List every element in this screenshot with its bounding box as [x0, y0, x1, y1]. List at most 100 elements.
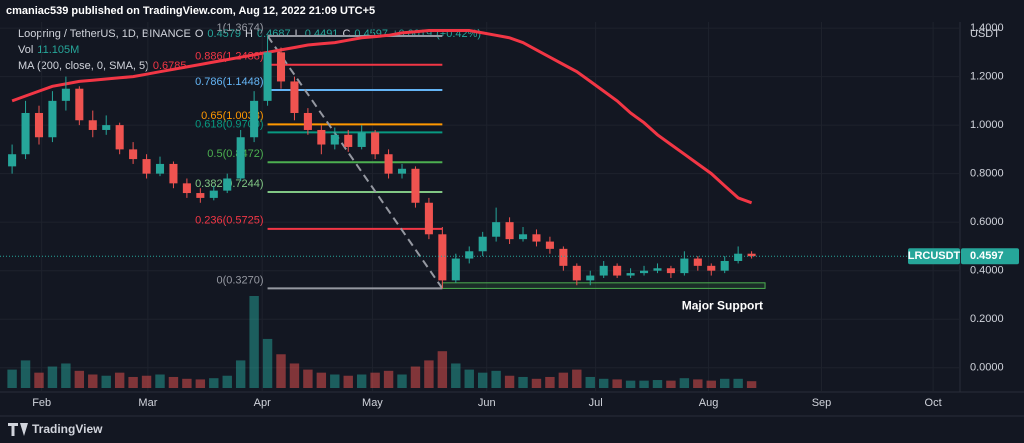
candle-body	[666, 268, 675, 274]
candle-body	[411, 168, 420, 203]
volume-bar	[464, 369, 474, 388]
x-tick-label: May	[362, 397, 383, 409]
volume-bar	[7, 369, 17, 388]
volume-bar	[195, 379, 206, 388]
symbol: Loopring / TetherUS, 1D, BINANCE	[18, 28, 191, 40]
volume-bar	[356, 374, 367, 388]
volume-bar	[477, 372, 488, 388]
y-tick-label: 1.0000	[970, 119, 1004, 131]
volume-bar	[316, 372, 327, 388]
volume-bar	[666, 380, 676, 388]
candle-body	[21, 112, 30, 155]
volume-bar	[262, 338, 273, 388]
quote-value: 0.4491	[305, 28, 339, 40]
vol-label: Vol	[18, 44, 33, 56]
volume-bar	[383, 370, 394, 388]
legend: Loopring / TetherUS, 1D, BINANCE O 0.4579 H…	[18, 28, 481, 72]
fib-label: 0.618(0.9700)	[195, 118, 264, 130]
candle-body	[613, 265, 622, 276]
candle-body	[424, 202, 433, 235]
volume-bar	[303, 369, 313, 388]
price-tag	[961, 248, 1019, 265]
ma-label: MA (200, close, 0, SMA, 5)	[18, 60, 149, 72]
candle-body	[223, 178, 232, 191]
volume-bar	[47, 366, 58, 388]
volume-bar	[733, 378, 743, 388]
volume-bar	[155, 374, 165, 388]
candle-body	[196, 193, 205, 198]
last-price: 0.4597	[970, 250, 1004, 262]
volume-bar	[410, 366, 421, 388]
candle-body	[720, 260, 729, 271]
volume-bar	[182, 378, 192, 388]
volume-bar	[209, 378, 219, 388]
x-tick-label: Oct	[925, 397, 942, 409]
candle-body	[734, 253, 743, 261]
volume-bar	[276, 354, 286, 388]
volume-bar	[289, 363, 300, 388]
fib-label: 0.786(1.1448)	[195, 76, 264, 88]
candle-body	[142, 159, 151, 174]
legend-row: Vol 11.105M	[18, 44, 79, 56]
volume-bar	[141, 375, 152, 388]
candle-body	[209, 190, 218, 198]
candle-body	[169, 163, 178, 184]
volume-bar	[625, 380, 636, 388]
candle-body	[478, 236, 487, 252]
candle-body	[532, 234, 541, 242]
volume-bar	[61, 363, 71, 388]
volume-bar	[437, 351, 448, 388]
volume-bar	[639, 380, 649, 388]
candle-body	[653, 268, 662, 271]
x-tick-label: Jun	[478, 397, 496, 409]
candle-body	[75, 88, 84, 121]
currency: USDT	[970, 28, 1000, 40]
volume-bar	[397, 374, 407, 388]
volume-bar	[370, 372, 380, 388]
y-tick-label: 0.8000	[970, 168, 1004, 180]
candle-body	[61, 88, 70, 101]
volume-bar	[249, 296, 259, 388]
quote-label: C	[342, 28, 350, 40]
volume-bar	[74, 370, 85, 388]
volume-bar	[558, 372, 569, 388]
volume-bar	[235, 360, 246, 388]
volume-bar	[34, 372, 44, 388]
fib-label: 0.5(0.8472)	[207, 148, 263, 160]
candle-body	[465, 251, 474, 259]
candle-body	[518, 234, 528, 240]
volume-bar	[20, 360, 31, 388]
candle-body	[492, 222, 501, 237]
brand: TradingView	[32, 422, 103, 436]
volume-bar	[612, 379, 622, 388]
volume-bar	[746, 381, 757, 388]
volume-bar	[585, 376, 595, 388]
ticker-tag	[908, 248, 960, 265]
volume-bar	[720, 378, 730, 388]
candle-body	[8, 154, 17, 167]
vol-value: 11.105M	[37, 44, 79, 56]
candle-body	[155, 163, 165, 174]
volume-bar	[451, 363, 461, 388]
y-tick-label: 0.2000	[970, 313, 1004, 325]
candle-body	[344, 134, 353, 147]
publisher: cmaniac539 published on TradingView.com,…	[6, 5, 375, 17]
candle-body	[626, 273, 635, 276]
volume-bar	[706, 380, 716, 388]
volume-bar	[88, 374, 98, 388]
x-tick-label: Aug	[699, 397, 719, 409]
x-tick-label: Jul	[589, 397, 603, 409]
y-tick-label: 1.4000	[970, 22, 1004, 34]
volume-bar	[114, 372, 125, 388]
candle-body	[747, 253, 756, 257]
fib-label: 0.236(0.5725)	[195, 215, 264, 227]
volume-bar	[168, 376, 179, 388]
volume-bar	[531, 378, 542, 388]
volume-bar	[572, 369, 582, 388]
fib-label: 0(0.3270)	[216, 274, 263, 286]
volume-bar	[491, 370, 501, 388]
candle-body	[115, 125, 124, 150]
volume-bar	[598, 378, 609, 388]
quote-label: H	[245, 28, 253, 40]
volume-bar	[101, 375, 111, 388]
